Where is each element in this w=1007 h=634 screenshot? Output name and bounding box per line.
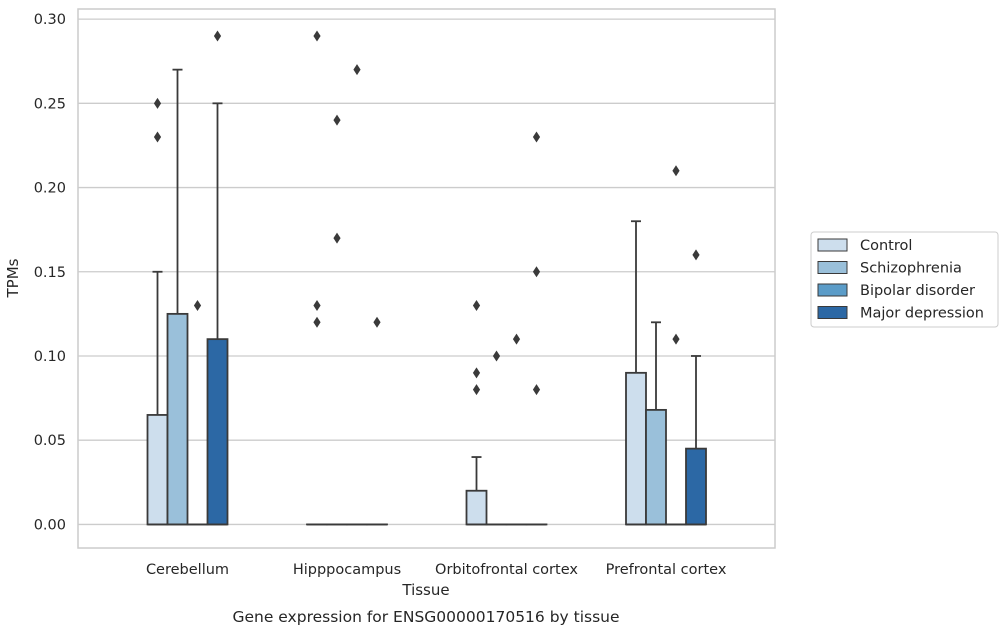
box-group: [625, 220, 647, 526]
box-group: [346, 64, 368, 526]
outlier-point: [353, 64, 361, 76]
x-tick-label: Prefrontal cortex: [606, 562, 727, 578]
x-tick-label: Orbitofrontal cortex: [435, 562, 578, 578]
outlier-point: [153, 97, 162, 109]
y-axis-ticks: 0.00 0.05 0.10 0.15 0.20 0.25 0.30: [34, 12, 66, 533]
box: [166, 312, 189, 526]
box-group: [505, 333, 528, 526]
legend: Control Schizophrenia Bipolar disorder Majo…: [810, 231, 999, 328]
legend-label: Schizophrenia: [860, 261, 962, 277]
box: [625, 371, 647, 526]
box: [206, 338, 229, 526]
box: [465, 489, 488, 526]
outlier-point: [472, 299, 481, 311]
outlier-point: [672, 333, 680, 345]
box-group: [366, 316, 388, 526]
box-group: [206, 30, 229, 526]
box: [645, 408, 667, 526]
outlier-point: [532, 384, 541, 396]
legend-swatch: [817, 306, 848, 319]
box-group: [186, 299, 209, 526]
box-group: [306, 30, 328, 526]
outlier-point: [373, 316, 381, 328]
legend-label: Control: [860, 238, 912, 254]
box-group: [485, 350, 508, 526]
box-group: [665, 165, 687, 526]
grid-lines: [78, 18, 775, 526]
y-tick-label: 0.10: [34, 349, 66, 365]
outlier-point: [313, 30, 321, 42]
outlier-point: [672, 165, 680, 177]
box-group: [146, 97, 169, 526]
outlier-point: [213, 30, 222, 42]
outlier-point: [313, 316, 321, 328]
chart-caption: Gene expression for ENSG00000170516 by t…: [232, 608, 619, 626]
plot-frame: [77, 8, 776, 549]
y-tick-label: 0.15: [34, 265, 66, 281]
legend-swatch: [817, 261, 848, 274]
y-tick-label: 0.00: [34, 517, 66, 533]
outlier-point: [333, 232, 341, 244]
y-tick-label: 0.20: [34, 181, 66, 197]
outlier-point: [313, 299, 321, 311]
y-tick-label: 0.30: [34, 12, 66, 28]
outlier-point: [193, 299, 202, 311]
outlier-point: [472, 367, 481, 379]
box-group: [525, 131, 548, 526]
box: [685, 447, 707, 526]
x-tick-label: Cerebellum: [146, 562, 229, 578]
y-tick-label: 0.25: [34, 96, 66, 112]
outlier-point: [692, 249, 700, 261]
legend-frame: [810, 231, 999, 328]
boxes: [146, 30, 707, 526]
legend-label: Major depression: [860, 306, 984, 322]
y-axis-label: TPMs: [4, 258, 22, 298]
outlier-point: [153, 131, 162, 143]
x-axis-ticks: Cerebellum Hipppocampus Orbitofrontal cort…: [146, 562, 727, 578]
box-group: [645, 321, 667, 526]
outlier-point: [492, 350, 501, 362]
box-group: [326, 114, 348, 526]
x-tick-label: Hipppocampus: [293, 562, 401, 578]
y-tick-label: 0.05: [34, 433, 66, 449]
box-group: [685, 249, 707, 526]
legend-swatch: [817, 283, 848, 297]
outlier-point: [532, 131, 541, 143]
outlier-point: [512, 333, 521, 345]
outlier-point: [333, 114, 341, 126]
box: [146, 414, 169, 526]
x-axis-label: Tissue: [401, 581, 449, 599]
outlier-point: [472, 384, 481, 396]
legend-label: Bipolar disorder: [860, 283, 975, 299]
box-group: [166, 68, 189, 526]
legend-swatch: [817, 238, 848, 252]
box-group: [465, 299, 488, 526]
outlier-point: [532, 266, 541, 278]
